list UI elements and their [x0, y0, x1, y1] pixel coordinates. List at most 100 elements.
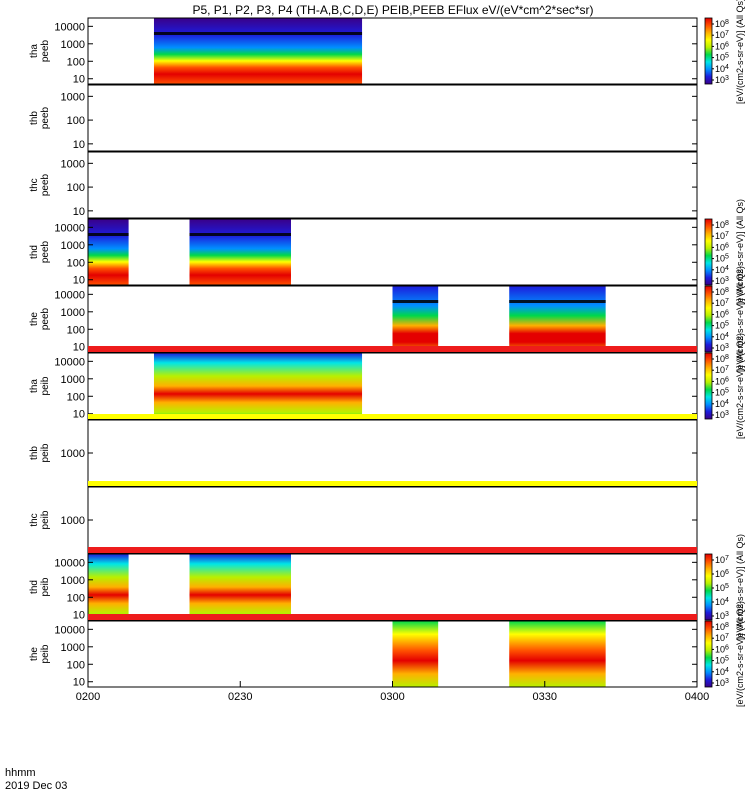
colorbar-label: [eV/(cm2-s-sr-eV)] (All Qs) — [735, 199, 745, 305]
y-tick-label: 10000 — [54, 21, 85, 33]
time-axis-label: hhmm — [5, 767, 36, 779]
spectrogram-segment — [392, 286, 439, 352]
y-tick-label: 10 — [73, 409, 85, 421]
colorbar-label: [eV/(cm2-s-sr-eV)] (All Qs) — [735, 333, 745, 439]
y-tick-label: 10000 — [54, 356, 85, 368]
panel-ylabel: thapeib — [29, 376, 51, 395]
colorbar-scale — [704, 620, 713, 688]
y-tick-label: 100 — [67, 257, 85, 269]
colorbar-tick-label: 108 — [715, 220, 729, 230]
y-tick-label: 1000 — [61, 642, 85, 654]
colorbar-tick-label: 104 — [715, 399, 729, 409]
y-tick-label: 10 — [73, 206, 85, 218]
panel-ylabel: thbpeib — [29, 443, 51, 462]
colorbar-tick-label: 105 — [715, 388, 729, 398]
spectrogram-segment — [392, 621, 439, 687]
y-tick-label: 10 — [73, 139, 85, 151]
colorbar-tick-label: 103 — [715, 75, 729, 85]
colorbar-scale — [704, 352, 713, 420]
y-tick-label: 10000 — [54, 557, 85, 569]
colorbar-scale — [704, 218, 713, 286]
y-tick-label: 100 — [67, 592, 85, 604]
panel-thc-peeb: 1000 100 10 thcpeeb — [29, 151, 698, 219]
panel-ylabel: thepeeb — [29, 307, 51, 330]
colorbar-tick-label: 106 — [715, 376, 729, 386]
colorbar-tick-label: 106 — [715, 644, 729, 654]
colorbar-scale — [704, 17, 713, 85]
fill-band — [88, 346, 697, 352]
panel-the-peeb: 10000100010010thepeeb108107106105104103[… — [29, 266, 745, 372]
colorbar-tick-label: 103 — [715, 343, 729, 353]
panel-thd-peeb: 10000 1000 100 10 thdpeeb 108107106105104103[… — [29, 199, 745, 305]
colorbar-label: [eV/(cm2-s-sr-eV)] (All Qs) — [735, 266, 745, 372]
y-tick-label: 100 — [67, 182, 85, 194]
panel-frame — [87, 419, 698, 487]
spectrogram-segment — [88, 554, 129, 620]
panel-frame — [87, 486, 698, 554]
colorbar-tick-label: 106 — [715, 309, 729, 319]
panel-ylabel: thcpeib — [29, 510, 51, 529]
fill-band — [88, 414, 697, 419]
colorbar-tick-label: 103 — [715, 678, 729, 688]
panel-the-peib: 10000100010010thepeib108107106105104103[… — [29, 601, 745, 707]
spectrogram-segment — [189, 219, 291, 285]
colorbar-tick-label: 104 — [715, 597, 729, 607]
colorbar-tick-label: 107 — [715, 30, 729, 40]
panel-ylabel: thdpeeb — [29, 240, 51, 263]
y-tick-label: 1000 — [61, 307, 85, 319]
spectrogram-band — [153, 32, 363, 35]
colorbar-tick-label: 107 — [715, 555, 729, 565]
panel-thb-peib: 1000 thbpeib — [29, 414, 698, 487]
y-tick-label: 1000 — [61, 240, 85, 252]
spectrogram-band — [509, 300, 606, 303]
figure-title: P5, P1, P2, P3, P4 (TH-A,B,C,D,E) PEIB,P… — [192, 3, 593, 17]
colorbar-tick-label: 104 — [715, 332, 729, 342]
spectrogram-segment — [153, 18, 363, 84]
colorbar: 107 106 105 104 103 [eV/(cm2-s-sr-eV)] (All Q… — [704, 534, 745, 640]
colorbar-tick-label: 105 — [715, 254, 729, 264]
y-tick-label: 100 — [67, 324, 85, 336]
colorbar-tick-label: 107 — [715, 633, 729, 643]
colorbar-label: [eV/(cm2-s-sr-eV)] (All Qs) — [735, 601, 745, 707]
y-tick-label: 100 — [67, 659, 85, 671]
panel-frame — [87, 17, 698, 85]
x-tick-label: 0330 — [533, 691, 557, 703]
colorbar-tick-label: 108 — [715, 19, 729, 29]
spectrogram-segment — [509, 286, 606, 352]
time-axis-date: 2019 Dec 03 — [5, 780, 67, 792]
panel-thb-peeb: 1000 100 10 thbpeeb — [29, 84, 698, 152]
spectrogram-segment — [153, 353, 363, 419]
y-tick-label: 10000 — [54, 222, 85, 234]
time-axis: hhmm 2019 Dec 03 0200 0230 0300 0330 0400 — [5, 681, 709, 792]
colorbar-tick-label: 105 — [715, 321, 729, 331]
x-tick-label: 0230 — [228, 691, 252, 703]
y-tick-label: 10000 — [54, 624, 85, 636]
panel-ylabel: thapeeb — [29, 39, 51, 62]
x-tick-label: 0400 — [685, 691, 709, 703]
y-tick-label: 1000 — [61, 448, 85, 460]
y-tick-label: 1000 — [61, 374, 85, 386]
spectrogram-segment — [189, 554, 291, 620]
panel-ylabel: thcpeeb — [29, 173, 51, 196]
colorbar-tick-label: 104 — [715, 667, 729, 677]
y-tick-label: 1000 — [61, 575, 85, 587]
panel-thc-peib: 1000 thcpeib — [29, 481, 698, 554]
panel-ylabel: thdpeib — [29, 577, 51, 596]
spectrogram-segment — [88, 219, 129, 285]
fill-band — [88, 547, 697, 553]
colorbar-tick-label: 106 — [715, 569, 729, 579]
y-tick-label: 100 — [67, 56, 85, 68]
spectrogram-band — [88, 233, 129, 236]
y-tick-label: 10 — [73, 74, 85, 86]
x-tick-label: 0200 — [76, 691, 100, 703]
x-tick-label: 0300 — [380, 691, 404, 703]
colorbar-tick-label: 108 — [715, 622, 729, 632]
panel-frame — [87, 84, 698, 152]
y-tick-label: 1000 — [61, 515, 85, 527]
